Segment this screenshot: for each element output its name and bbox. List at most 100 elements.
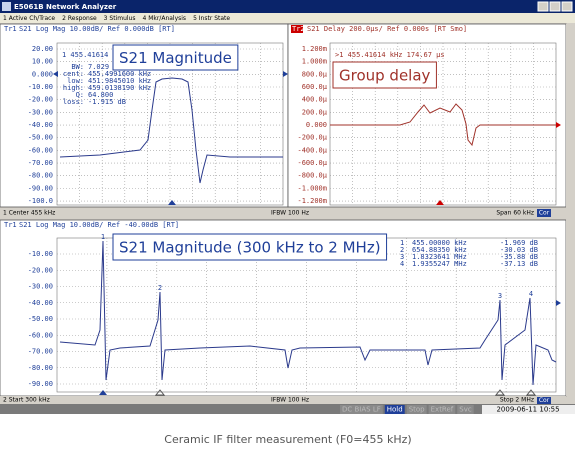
marker-triangle bbox=[99, 390, 107, 395]
overlay-label: Group delay bbox=[339, 67, 431, 85]
trace-group-delay bbox=[330, 103, 556, 147]
marker-readout: >1 455.41614 kHz 174.67 μs bbox=[335, 51, 445, 59]
indicator: Hold bbox=[387, 406, 403, 414]
trace-tag-label: Tr2 bbox=[292, 25, 305, 33]
y-axis-label: -10.00 bbox=[28, 250, 53, 258]
status-middle: IFBW 100 Hz bbox=[271, 397, 309, 404]
datetime: 2009-06-11 10:55 bbox=[496, 406, 559, 414]
indicator: Stop bbox=[409, 406, 425, 414]
panel-header: S21 Log Mag 10.00dB/ Ref -40.00dB [RT] bbox=[19, 221, 179, 229]
y-axis-label: 1.200m bbox=[302, 45, 327, 53]
readout-stimulus: 1.8323641 MHz bbox=[412, 253, 467, 261]
y-axis-label: -200.0μ bbox=[297, 134, 327, 142]
cor-badge bbox=[537, 397, 551, 404]
y-axis-label: 400.0μ bbox=[302, 96, 328, 104]
y-axis-label: -30.00 bbox=[28, 108, 53, 116]
trace-s21-narrow bbox=[59, 77, 283, 184]
title-bar bbox=[0, 0, 575, 13]
indicator: ExtRef bbox=[431, 406, 454, 414]
reference-arrow bbox=[556, 300, 561, 306]
readout-value: -1.915 dB bbox=[88, 98, 126, 106]
y-axis-label: -90.00 bbox=[28, 184, 53, 192]
y-axis-label: -60.00 bbox=[28, 331, 53, 339]
y-axis-label: -70.00 bbox=[28, 348, 53, 356]
close-button[interactable] bbox=[561, 1, 573, 12]
app-icon bbox=[2, 2, 11, 11]
overlay-label-box bbox=[332, 61, 437, 89]
indicator: Svc bbox=[459, 406, 472, 414]
marker-triangle bbox=[168, 200, 176, 205]
menu-item[interactable]: 1 Active Ch/Trace bbox=[3, 15, 55, 22]
y-axis-label: -1.200m bbox=[297, 197, 327, 205]
overlay-label-box bbox=[112, 44, 239, 71]
y-axis-label: -50.00 bbox=[28, 134, 53, 142]
status-left: 1 Center 455 kHz bbox=[3, 210, 55, 217]
readout-value: 455.4991600 kHz bbox=[88, 70, 151, 78]
y-axis-label: -40.00 bbox=[28, 299, 53, 307]
readout-key: Q: bbox=[76, 91, 84, 99]
datetime-box bbox=[482, 405, 575, 414]
readout-key: low: bbox=[67, 77, 84, 85]
marker-triangle bbox=[154, 389, 166, 396]
indicator: DC BIAS LF bbox=[342, 406, 381, 414]
restore-button[interactable] bbox=[549, 1, 561, 12]
readout-response: -37.13 dB bbox=[500, 260, 538, 268]
readout-index: 2 bbox=[400, 246, 404, 254]
y-axis-label: 600.0μ bbox=[302, 83, 328, 91]
panel-header: S21 Delay 200.0μs/ Ref 0.000s [RT Smo] bbox=[307, 25, 467, 33]
y-axis-label: -60.00 bbox=[28, 146, 53, 154]
status-right: Span 60 kHz bbox=[496, 210, 534, 217]
cor-badge bbox=[537, 209, 551, 217]
y-axis-label: 1.000m bbox=[302, 58, 327, 66]
y-axis-label: -20.00 bbox=[28, 266, 53, 274]
overlay-label: S21 Magnitude (300 kHz to 2 MHz) bbox=[119, 239, 381, 257]
indicator-box bbox=[428, 405, 456, 414]
status-right: Stop 2 MHz bbox=[500, 397, 534, 404]
panel-header: S21 Log Mag 10.00dB/ Ref 0.000dB [RT] bbox=[19, 25, 175, 33]
trace-s21-wide bbox=[59, 240, 557, 386]
menu-item[interactable]: 2 Response bbox=[62, 15, 97, 22]
y-axis-label: -80.00 bbox=[28, 364, 53, 372]
readout-value: 64.800 bbox=[88, 91, 113, 99]
readout-key: cent: bbox=[63, 70, 84, 78]
readout-value: 7.029 bbox=[88, 63, 109, 71]
readout-stimulus: 1.9355247 MHz bbox=[412, 260, 467, 268]
readout-response: -35.88 dB bbox=[500, 253, 538, 261]
readout-response: -1.969 dB bbox=[500, 239, 538, 247]
readout-stimulus: 455.00000 kHz bbox=[412, 239, 467, 247]
status-middle: IFBW 100 Hz bbox=[271, 210, 309, 217]
y-axis-label: -20.00 bbox=[28, 96, 53, 104]
readout-response: -30.03 dB bbox=[500, 246, 538, 254]
readout-index: 3 bbox=[400, 253, 404, 261]
y-axis-label: -100.0 bbox=[28, 197, 53, 205]
trace-tag-label: Tr1 bbox=[4, 25, 17, 33]
status-left: 2 Start 300 kHz bbox=[3, 397, 50, 404]
trace-tag-label: Tr1 bbox=[4, 221, 17, 229]
y-axis-label: -70.00 bbox=[28, 159, 53, 167]
menu-item[interactable]: 4 Mkr/Analysis bbox=[142, 15, 186, 22]
marker-triangle bbox=[436, 200, 444, 205]
cor-label: Cor bbox=[539, 397, 550, 404]
overlay-label-box bbox=[112, 233, 388, 261]
reference-arrow bbox=[53, 71, 58, 77]
indicator-box bbox=[457, 405, 474, 414]
menu-bar bbox=[0, 13, 575, 23]
readout-stimulus: 654.88350 kHz bbox=[412, 246, 467, 254]
marker-readout: 1 455.41614 bbox=[62, 51, 108, 59]
readout-key: loss: bbox=[63, 98, 84, 106]
overlay-label: S21 Magnitude bbox=[119, 49, 232, 67]
y-axis-label: 20.00 bbox=[32, 45, 53, 53]
y-axis-label: 800.0μ bbox=[302, 70, 328, 78]
bottom-bar bbox=[0, 404, 575, 414]
minimize-button[interactable] bbox=[537, 1, 549, 12]
cor-label: Cor bbox=[539, 210, 550, 217]
menu-item[interactable]: 5 Instr State bbox=[193, 15, 230, 22]
y-axis-label: -30.00 bbox=[28, 283, 53, 291]
y-axis-label: -50.00 bbox=[28, 315, 53, 323]
marker-number: 3 bbox=[498, 292, 502, 300]
menu-item[interactable]: 3 Stimulus bbox=[104, 15, 136, 22]
reference-arrow bbox=[283, 71, 288, 77]
y-axis-label: 200.0μ bbox=[302, 108, 328, 116]
readout-index: 1 bbox=[400, 239, 404, 247]
